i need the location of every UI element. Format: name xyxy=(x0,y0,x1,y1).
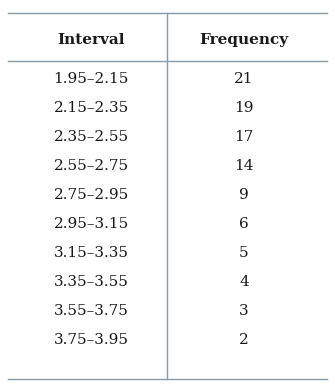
Text: 21: 21 xyxy=(234,72,254,86)
Text: 17: 17 xyxy=(234,130,254,144)
Text: 3.75–3.95: 3.75–3.95 xyxy=(54,333,129,347)
Text: 6: 6 xyxy=(239,217,249,231)
Text: 19: 19 xyxy=(234,101,254,115)
Text: 2.95–3.15: 2.95–3.15 xyxy=(54,217,129,231)
Text: 2.35–2.55: 2.35–2.55 xyxy=(54,130,129,144)
Text: 3.35–3.55: 3.35–3.55 xyxy=(54,275,129,289)
Text: 2: 2 xyxy=(239,333,249,347)
Text: 9: 9 xyxy=(239,188,249,202)
Text: 1.95–2.15: 1.95–2.15 xyxy=(53,72,129,86)
Text: 3.55–3.75: 3.55–3.75 xyxy=(54,304,129,318)
Text: 5: 5 xyxy=(239,246,249,260)
Text: Frequency: Frequency xyxy=(199,33,288,47)
Text: 2.15–2.35: 2.15–2.35 xyxy=(54,101,129,115)
Text: Interval: Interval xyxy=(57,33,125,47)
Text: 3.15–3.35: 3.15–3.35 xyxy=(54,246,129,260)
Text: 2.75–2.95: 2.75–2.95 xyxy=(54,188,129,202)
Text: 2.55–2.75: 2.55–2.75 xyxy=(54,159,129,173)
Text: 3: 3 xyxy=(239,304,249,318)
Text: 14: 14 xyxy=(234,159,254,173)
Text: 4: 4 xyxy=(239,275,249,289)
